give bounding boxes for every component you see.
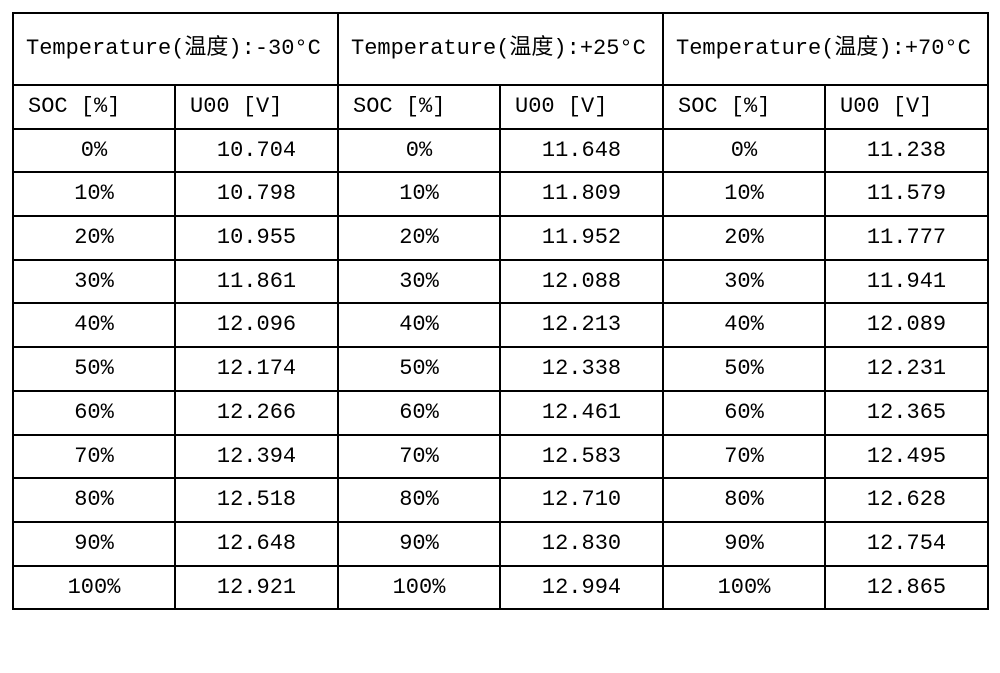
soc-cell: 40% [338,303,500,347]
table-row: 0%10.7040%11.6480%11.238 [13,129,988,173]
table-row: 100%12.921100%12.994100%12.865 [13,566,988,610]
u00-cell: 12.365 [825,391,988,435]
u00-cell: 12.088 [500,260,663,304]
soc-cell: 0% [663,129,825,173]
soc-cell: 60% [13,391,175,435]
u00-cell: 10.955 [175,216,338,260]
u00-cell: 12.710 [500,478,663,522]
u00-cell: 12.338 [500,347,663,391]
u00-cell: 10.798 [175,172,338,216]
u00-cell: 12.096 [175,303,338,347]
soc-cell: 50% [13,347,175,391]
table-row: 50%12.17450%12.33850%12.231 [13,347,988,391]
u00-cell: 12.865 [825,566,988,610]
soc-cell: 80% [663,478,825,522]
soc-cell: 0% [13,129,175,173]
u00-cell: 12.648 [175,522,338,566]
soc-cell: 70% [13,435,175,479]
soc-cell: 0% [338,129,500,173]
column-header: SOC [%] [338,85,500,129]
u00-cell: 12.754 [825,522,988,566]
u00-cell: 12.174 [175,347,338,391]
column-header: U00 [V] [175,85,338,129]
soc-cell: 50% [663,347,825,391]
soc-cell: 70% [338,435,500,479]
u00-cell: 12.394 [175,435,338,479]
table-row: 30%11.86130%12.08830%11.941 [13,260,988,304]
soc-cell: 80% [338,478,500,522]
column-header: U00 [V] [825,85,988,129]
soc-cell: 30% [13,260,175,304]
soc-cell: 40% [13,303,175,347]
soc-cell: 100% [13,566,175,610]
soc-cell: 20% [663,216,825,260]
soc-cell: 20% [13,216,175,260]
soc-cell: 40% [663,303,825,347]
u00-cell: 12.921 [175,566,338,610]
table-row-top-header: Temperature(温度):-30°C Temperature(温度):+2… [13,13,988,85]
table-row: 80%12.51880%12.71080%12.628 [13,478,988,522]
soc-cell: 100% [663,566,825,610]
soc-cell: 10% [663,172,825,216]
soc-cell: 10% [338,172,500,216]
table-row-sub-header: SOC [%] U00 [V] SOC [%] U00 [V] SOC [%] … [13,85,988,129]
column-header: SOC [%] [663,85,825,129]
u00-cell: 11.238 [825,129,988,173]
soc-cell: 20% [338,216,500,260]
column-header: SOC [%] [13,85,175,129]
u00-cell: 12.213 [500,303,663,347]
u00-cell: 11.579 [825,172,988,216]
soc-cell: 10% [13,172,175,216]
soc-cell: 60% [663,391,825,435]
soc-cell: 90% [663,522,825,566]
table-row: 60%12.26660%12.46160%12.365 [13,391,988,435]
soc-cell: 100% [338,566,500,610]
table-row: 90%12.64890%12.83090%12.754 [13,522,988,566]
u00-cell: 11.861 [175,260,338,304]
soc-cell: 70% [663,435,825,479]
u00-cell: 12.461 [500,391,663,435]
u00-cell: 11.809 [500,172,663,216]
u00-cell: 11.952 [500,216,663,260]
soc-cell: 30% [338,260,500,304]
table-row: 20%10.95520%11.95220%11.777 [13,216,988,260]
table-body: Temperature(温度):-30°C Temperature(温度):+2… [13,13,988,609]
soc-cell: 30% [663,260,825,304]
u00-cell: 12.518 [175,478,338,522]
u00-cell: 10.704 [175,129,338,173]
soc-cell: 90% [338,522,500,566]
u00-cell: 11.777 [825,216,988,260]
u00-cell: 11.648 [500,129,663,173]
group-header: Temperature(温度):+70°C [663,13,988,85]
soc-cell: 80% [13,478,175,522]
u00-cell: 12.495 [825,435,988,479]
soc-voltage-table: Temperature(温度):-30°C Temperature(温度):+2… [12,12,989,610]
column-header: U00 [V] [500,85,663,129]
u00-cell: 12.089 [825,303,988,347]
u00-cell: 12.628 [825,478,988,522]
soc-cell: 90% [13,522,175,566]
group-header: Temperature(温度):+25°C [338,13,663,85]
u00-cell: 12.830 [500,522,663,566]
u00-cell: 11.941 [825,260,988,304]
soc-cell: 60% [338,391,500,435]
group-header: Temperature(温度):-30°C [13,13,338,85]
u00-cell: 12.266 [175,391,338,435]
u00-cell: 12.583 [500,435,663,479]
u00-cell: 12.231 [825,347,988,391]
table-row: 10%10.79810%11.80910%11.579 [13,172,988,216]
table-row: 40%12.09640%12.21340%12.089 [13,303,988,347]
table-row: 70%12.39470%12.58370%12.495 [13,435,988,479]
soc-cell: 50% [338,347,500,391]
u00-cell: 12.994 [500,566,663,610]
